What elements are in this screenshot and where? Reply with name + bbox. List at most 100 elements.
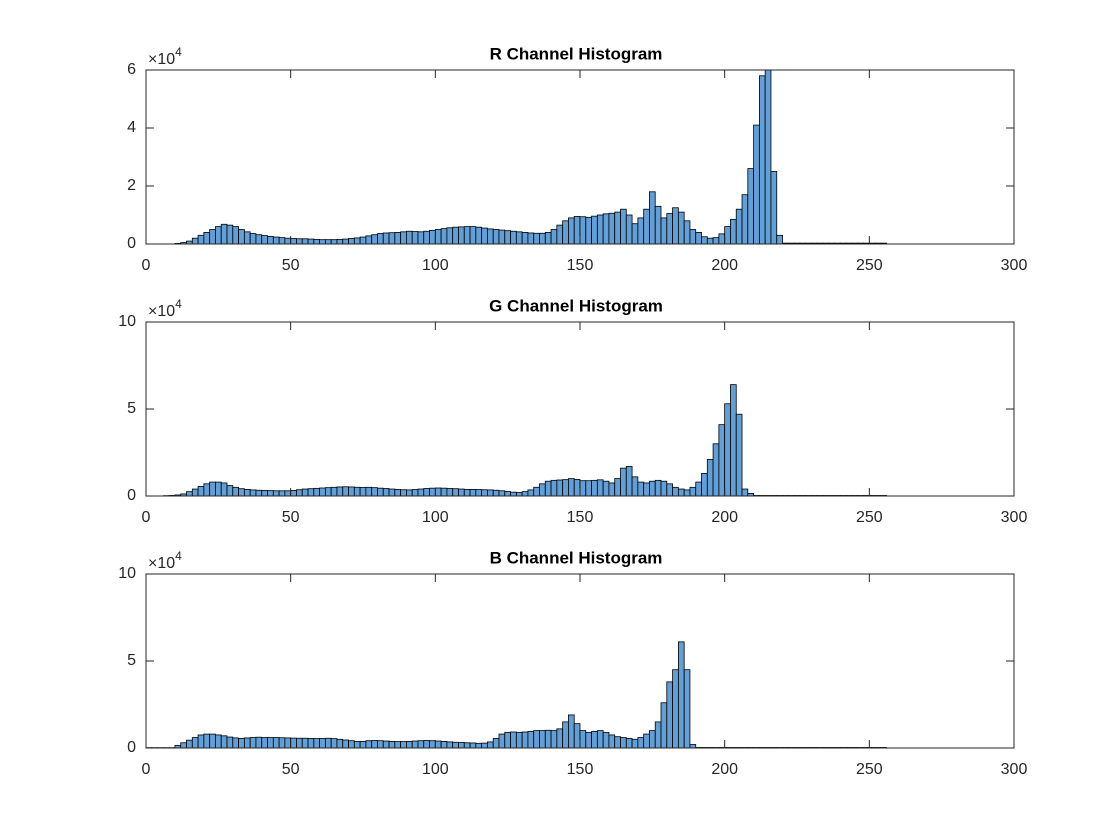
x-tick-label: 100 — [422, 509, 449, 526]
histogram-bar — [272, 737, 280, 749]
multiplier-power: 4 — [175, 549, 182, 563]
histogram-bar — [243, 231, 251, 245]
histogram-bar — [527, 232, 535, 245]
histogram-bar — [191, 237, 199, 245]
histogram-bar — [637, 737, 645, 749]
y-tick-label: 0 — [127, 487, 136, 504]
histogram-bar — [724, 226, 731, 245]
histogram-bar — [458, 226, 465, 245]
histogram-bar — [741, 194, 749, 245]
histogram-bar — [353, 237, 361, 245]
x-tick-label: 200 — [711, 509, 738, 526]
histogram-bar — [203, 483, 211, 497]
histogram-bar — [191, 488, 199, 497]
histogram-bar — [382, 740, 390, 749]
histogram-bar — [481, 742, 488, 749]
histogram-bar — [631, 223, 639, 245]
histogram-bar — [186, 739, 193, 749]
histogram-bar — [296, 489, 303, 497]
histogram-bar — [255, 736, 263, 749]
histogram-bar — [307, 488, 315, 497]
histogram-bar — [556, 479, 564, 497]
histogram-bar — [330, 486, 338, 497]
histogram-bar — [440, 228, 448, 245]
histogram-bar — [706, 237, 714, 245]
histogram-bar — [568, 478, 575, 497]
y-tick-label: 6 — [127, 61, 136, 78]
histogram-bar — [220, 482, 228, 497]
histogram-bar — [249, 233, 257, 245]
histogram-bar — [226, 485, 234, 497]
histogram-bar — [226, 224, 234, 245]
histogram-bar — [730, 218, 737, 245]
histogram-bar — [238, 488, 245, 497]
histogram-bar — [452, 741, 459, 749]
histogram-bar — [660, 217, 668, 245]
y-tick-label: 4 — [127, 119, 136, 136]
histogram-bar — [504, 230, 511, 245]
axes-background — [146, 70, 1014, 244]
histogram-bar — [556, 224, 564, 245]
histogram-bar — [330, 239, 338, 245]
y-multiplier: ×104 — [148, 45, 182, 68]
histogram-bar — [296, 737, 303, 749]
histogram-bar — [521, 231, 529, 245]
histogram-bar — [296, 238, 303, 245]
histogram-bar — [562, 721, 569, 749]
histogram-bar — [620, 208, 627, 245]
histogram-bar — [596, 214, 604, 245]
histogram-bar — [695, 231, 702, 245]
histogram-bar — [215, 734, 222, 749]
histogram-bar — [481, 227, 488, 245]
histogram-bar — [405, 230, 413, 245]
histogram-bar — [394, 741, 402, 749]
histogram-bar — [284, 237, 292, 245]
histogram-bar — [249, 489, 257, 497]
histogram-bar — [556, 728, 564, 749]
histogram-bar — [544, 480, 552, 497]
x-tick-label: 0 — [142, 257, 151, 274]
x-tick-label: 300 — [1001, 509, 1028, 526]
histogram-bar — [197, 734, 205, 749]
histogram-bar — [301, 488, 309, 497]
x-tick-label: 250 — [856, 257, 883, 274]
histogram-bar — [654, 721, 662, 749]
histogram-bar — [654, 205, 662, 245]
histogram-bar — [336, 486, 344, 497]
histogram-bar — [469, 742, 477, 749]
histogram-bar — [487, 228, 494, 245]
histogram-bar — [579, 216, 587, 245]
histogram-bar — [261, 235, 268, 245]
histogram-bar — [365, 235, 373, 245]
histogram-bar — [348, 486, 355, 497]
histogram-bar — [625, 214, 633, 245]
histogram-bar — [180, 742, 187, 749]
histogram-bar — [313, 487, 320, 497]
histogram-bar — [353, 740, 361, 749]
histogram-bar — [371, 740, 378, 749]
histogram-bar — [579, 480, 587, 497]
y-tick-label: 0 — [127, 235, 136, 252]
histogram-bar — [197, 486, 205, 497]
histogram-bar — [359, 740, 367, 749]
histogram-bar — [365, 486, 373, 497]
histogram-bar — [446, 227, 454, 245]
x-tick-label: 50 — [282, 257, 300, 274]
histogram-bar — [278, 490, 286, 497]
histogram-bar — [255, 234, 263, 245]
histogram-bar — [377, 740, 384, 749]
histogram-bar — [400, 231, 407, 245]
x-tick-label: 50 — [282, 761, 300, 778]
histogram-bar — [220, 735, 228, 749]
histogram-bar — [602, 213, 610, 245]
histogram-bar — [388, 740, 396, 749]
histogram-bar — [475, 742, 483, 749]
y-multiplier: ×104 — [148, 297, 182, 320]
histogram-bar — [562, 479, 569, 497]
histogram-bar — [510, 491, 517, 497]
x-tick-label: 150 — [567, 509, 594, 526]
histogram-bar — [209, 733, 216, 749]
histogram-bar — [458, 488, 465, 497]
histogram-bar — [683, 220, 691, 245]
histogram-bar — [359, 236, 367, 245]
